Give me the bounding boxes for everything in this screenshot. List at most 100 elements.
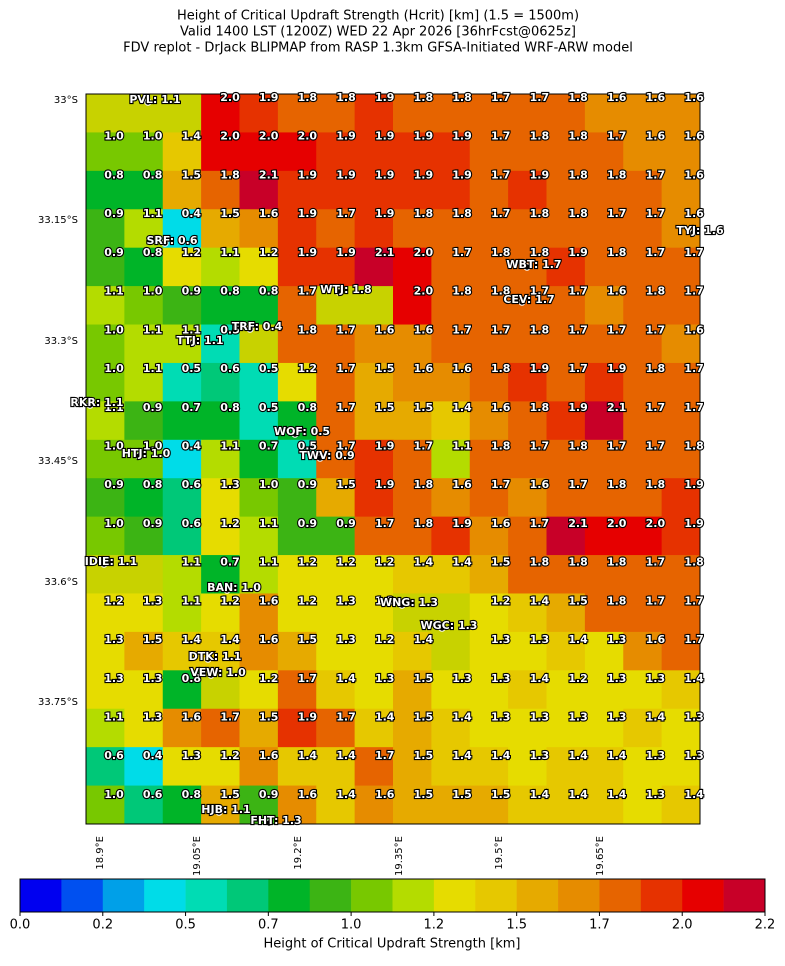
grid-value: 1.7 (684, 246, 704, 259)
map-cell (239, 247, 279, 287)
map-cell (508, 209, 547, 249)
grid-value: 1.3 (684, 749, 704, 762)
grid-value: 0.9 (259, 788, 279, 801)
grid-value: 1.2 (220, 517, 240, 530)
grid-value: 1.4 (607, 788, 627, 801)
map-cell (431, 593, 471, 633)
map-cell (469, 747, 509, 787)
map-cell (623, 286, 663, 326)
map-cell (277, 593, 317, 633)
grid-value: 1.7 (684, 285, 704, 298)
map-cell (584, 747, 624, 787)
colorbar-tick-label: 2.0 (672, 918, 693, 933)
map-cell (162, 439, 202, 479)
grid-value: 2.0 (298, 130, 318, 143)
grid-value: 1.4 (607, 749, 627, 762)
map-cell (277, 439, 317, 479)
map-cell (201, 593, 240, 633)
station-dot (265, 819, 273, 827)
grid-value: 1.1 (259, 517, 279, 530)
grid-value: 1.3 (143, 711, 163, 724)
map-cell (201, 631, 240, 671)
map-cell (162, 94, 202, 133)
grid-value: 1.8 (452, 91, 472, 104)
grid-value: 1.2 (104, 594, 124, 607)
map-cell (661, 132, 701, 172)
grid-value: 1.6 (646, 130, 666, 143)
map-cell (623, 209, 663, 249)
map-cell (469, 94, 509, 133)
grid-value: 1.5 (452, 788, 472, 801)
grid-value: 0.8 (259, 285, 279, 298)
grid-value: 1.7 (607, 130, 627, 143)
map-cell (86, 132, 125, 172)
map-cell (354, 94, 394, 133)
title-line: Valid 1400 LST (1200Z) WED 22 Apr 2026 [… (180, 25, 576, 40)
grid-value: 1.6 (375, 323, 395, 336)
map-cell (431, 439, 471, 479)
colorbar-tick-label: 1.5 (506, 918, 527, 933)
map-cell (661, 593, 701, 633)
grid-value: 0.8 (143, 478, 163, 491)
map-cell (354, 286, 394, 326)
map-cell (316, 362, 356, 402)
grid-value: 1.0 (143, 439, 163, 452)
map-cell (201, 747, 240, 787)
map-cell (623, 593, 663, 633)
station-dot (438, 624, 446, 632)
grid-value: 1.4 (414, 556, 434, 569)
grid-value: 1.4 (452, 711, 472, 724)
map-cell (354, 555, 394, 594)
map-cell (469, 593, 509, 633)
map-cell (661, 170, 701, 210)
map-cell (661, 670, 701, 710)
grid-value: 0.8 (182, 672, 202, 685)
map-cell (316, 324, 356, 364)
grid-value: 0.6 (182, 478, 202, 491)
grid-value: 1.9 (336, 168, 356, 181)
grid-value: 1.5 (220, 788, 240, 801)
grid-value: 2.0 (220, 130, 240, 143)
colorbar-swatch (144, 879, 186, 912)
map-cell (469, 247, 509, 287)
grid-value: 1.6 (375, 788, 395, 801)
map-cell (508, 478, 547, 518)
map-cell (393, 247, 432, 287)
map-cell (239, 439, 279, 479)
colorbar-swatch (226, 879, 269, 912)
grid-value: 1.8 (298, 91, 318, 104)
map-cell (584, 401, 624, 441)
grid-value: 2.1 (259, 168, 279, 181)
grid-value: 1.6 (182, 711, 202, 724)
map-cell (584, 593, 624, 633)
grid-value: 1.7 (646, 168, 666, 181)
grid-value: 1.7 (452, 246, 472, 259)
grid-value: 0.8 (220, 285, 240, 298)
grid-value: 1.6 (684, 91, 704, 104)
map-cell (393, 555, 432, 594)
grid-value: 1.6 (259, 207, 279, 220)
station-dot (161, 239, 169, 247)
map-cell (277, 747, 317, 787)
map-cell (393, 132, 432, 172)
map-cell (316, 708, 356, 748)
grid-value: 0.7 (259, 439, 279, 452)
map-cell (239, 324, 279, 364)
grid-value: 1.7 (220, 711, 240, 724)
grid-value: 1.3 (646, 788, 666, 801)
colorbar-tick-label: 0.7 (258, 918, 279, 933)
colorbar-swatch (433, 879, 476, 912)
grid-value: 1.4 (684, 672, 704, 685)
lat-label: 33°S (54, 95, 78, 106)
map-cell (277, 631, 317, 671)
grid-value: 1.6 (491, 517, 511, 530)
grid-value: 1.9 (375, 439, 395, 452)
grid-value: 0.4 (182, 207, 202, 220)
map-cell (623, 670, 663, 710)
grid-value: 1.5 (375, 401, 395, 414)
station-label: WBT: 1.7 (506, 258, 561, 271)
grid-value: 1.7 (491, 168, 511, 181)
map-cell (546, 132, 586, 172)
grid-value: 1.8 (568, 556, 588, 569)
grid-value: 1.2 (259, 246, 279, 259)
